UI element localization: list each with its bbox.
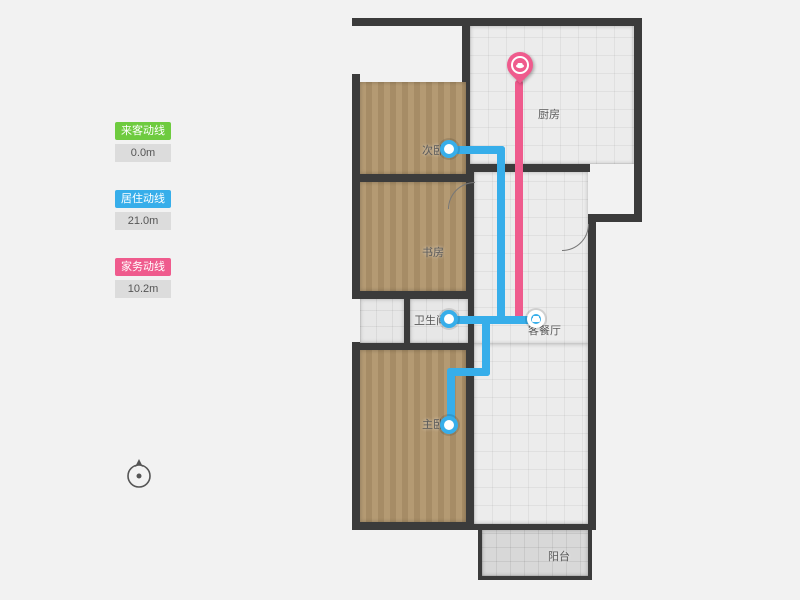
room-bathroom-annex: [360, 299, 404, 343]
room-label: 厨房: [538, 106, 560, 122]
legend-label: 来客动线: [115, 122, 171, 140]
room-living-lower: [474, 344, 588, 524]
legend-value: 10.2m: [115, 280, 171, 298]
room-balcony: [482, 530, 588, 576]
flow-living: [497, 146, 505, 324]
node-bathroom: [440, 310, 458, 328]
legend-label: 居住动线: [115, 190, 171, 208]
room-label: 阳台: [548, 548, 570, 564]
pot-icon: [511, 56, 529, 74]
node-living-center: [527, 310, 545, 328]
room-label: 书房: [422, 244, 444, 260]
legend-item-chores: 家务动线 10.2m: [108, 258, 178, 298]
floor-plan: 厨房 次卧 书房 卫生间 客餐厅 主卧 阳台: [352, 18, 648, 586]
node-second-bed: [440, 140, 458, 158]
legend-label: 家务动线: [115, 258, 171, 276]
legend: 来客动线 0.0m 居住动线 21.0m 家务动线 10.2m: [108, 122, 178, 326]
floorplan-canvas: 来客动线 0.0m 居住动线 21.0m 家务动线 10.2m: [0, 0, 800, 600]
room-kitchen: [470, 26, 634, 164]
legend-value: 0.0m: [115, 144, 171, 162]
legend-item-living: 居住动线 21.0m: [108, 190, 178, 230]
flow-living: [482, 316, 490, 376]
flow-chores: [515, 80, 523, 324]
compass-icon: [124, 455, 154, 491]
node-master-bed: [440, 416, 458, 434]
room-second-bedroom: [360, 82, 466, 174]
legend-item-guest: 来客动线 0.0m: [108, 122, 178, 162]
legend-value: 21.0m: [115, 212, 171, 230]
flow-living: [447, 316, 537, 324]
